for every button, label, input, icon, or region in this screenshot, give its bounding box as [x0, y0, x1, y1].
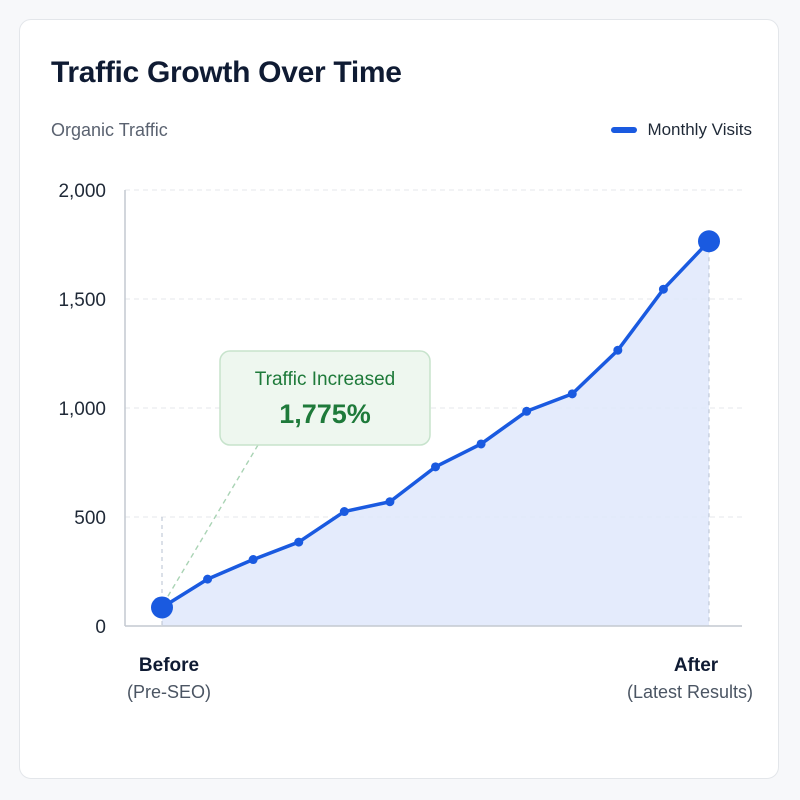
annotation-value: 1,775%	[279, 399, 371, 429]
y-tick-label: 0	[95, 617, 106, 638]
annotation-box: Traffic Increased 1,775%	[219, 350, 431, 446]
x-label-start-title: Before	[139, 655, 199, 676]
data-point	[476, 439, 486, 449]
data-point	[613, 345, 623, 355]
data-point	[248, 555, 258, 565]
legend-swatch	[611, 127, 638, 133]
data-point	[431, 462, 440, 472]
data-point	[385, 497, 395, 507]
data-points	[151, 230, 720, 619]
data-point	[658, 284, 668, 294]
legend-label: Monthly Visits	[647, 120, 752, 139]
y-axis-ticks: 0 500 1,000 1,500 2,000	[58, 181, 106, 638]
legend: Monthly Visits	[611, 120, 752, 140]
chart-subtitle: Organic Traffic	[51, 120, 168, 140]
end-point	[698, 230, 720, 253]
data-point	[203, 574, 213, 584]
start-point	[151, 596, 173, 619]
y-tick-label: 1,000	[58, 399, 106, 420]
x-label-end-subtitle: (Latest Results)	[627, 682, 753, 702]
series-area	[162, 241, 709, 627]
data-point	[339, 507, 349, 517]
annotation-title: Traffic Increased	[255, 369, 395, 390]
y-tick-label: 1,500	[58, 290, 106, 311]
data-point	[522, 406, 532, 416]
chart-title: Traffic Growth Over Time	[51, 56, 402, 89]
y-tick-label: 2,000	[58, 181, 106, 202]
x-label-start-subtitle: (Pre-SEO)	[127, 682, 211, 702]
data-point	[294, 537, 304, 547]
annotation-connector	[165, 444, 259, 600]
x-label-end-title: After	[674, 655, 719, 676]
y-tick-label: 500	[74, 508, 106, 529]
data-point	[567, 389, 577, 399]
